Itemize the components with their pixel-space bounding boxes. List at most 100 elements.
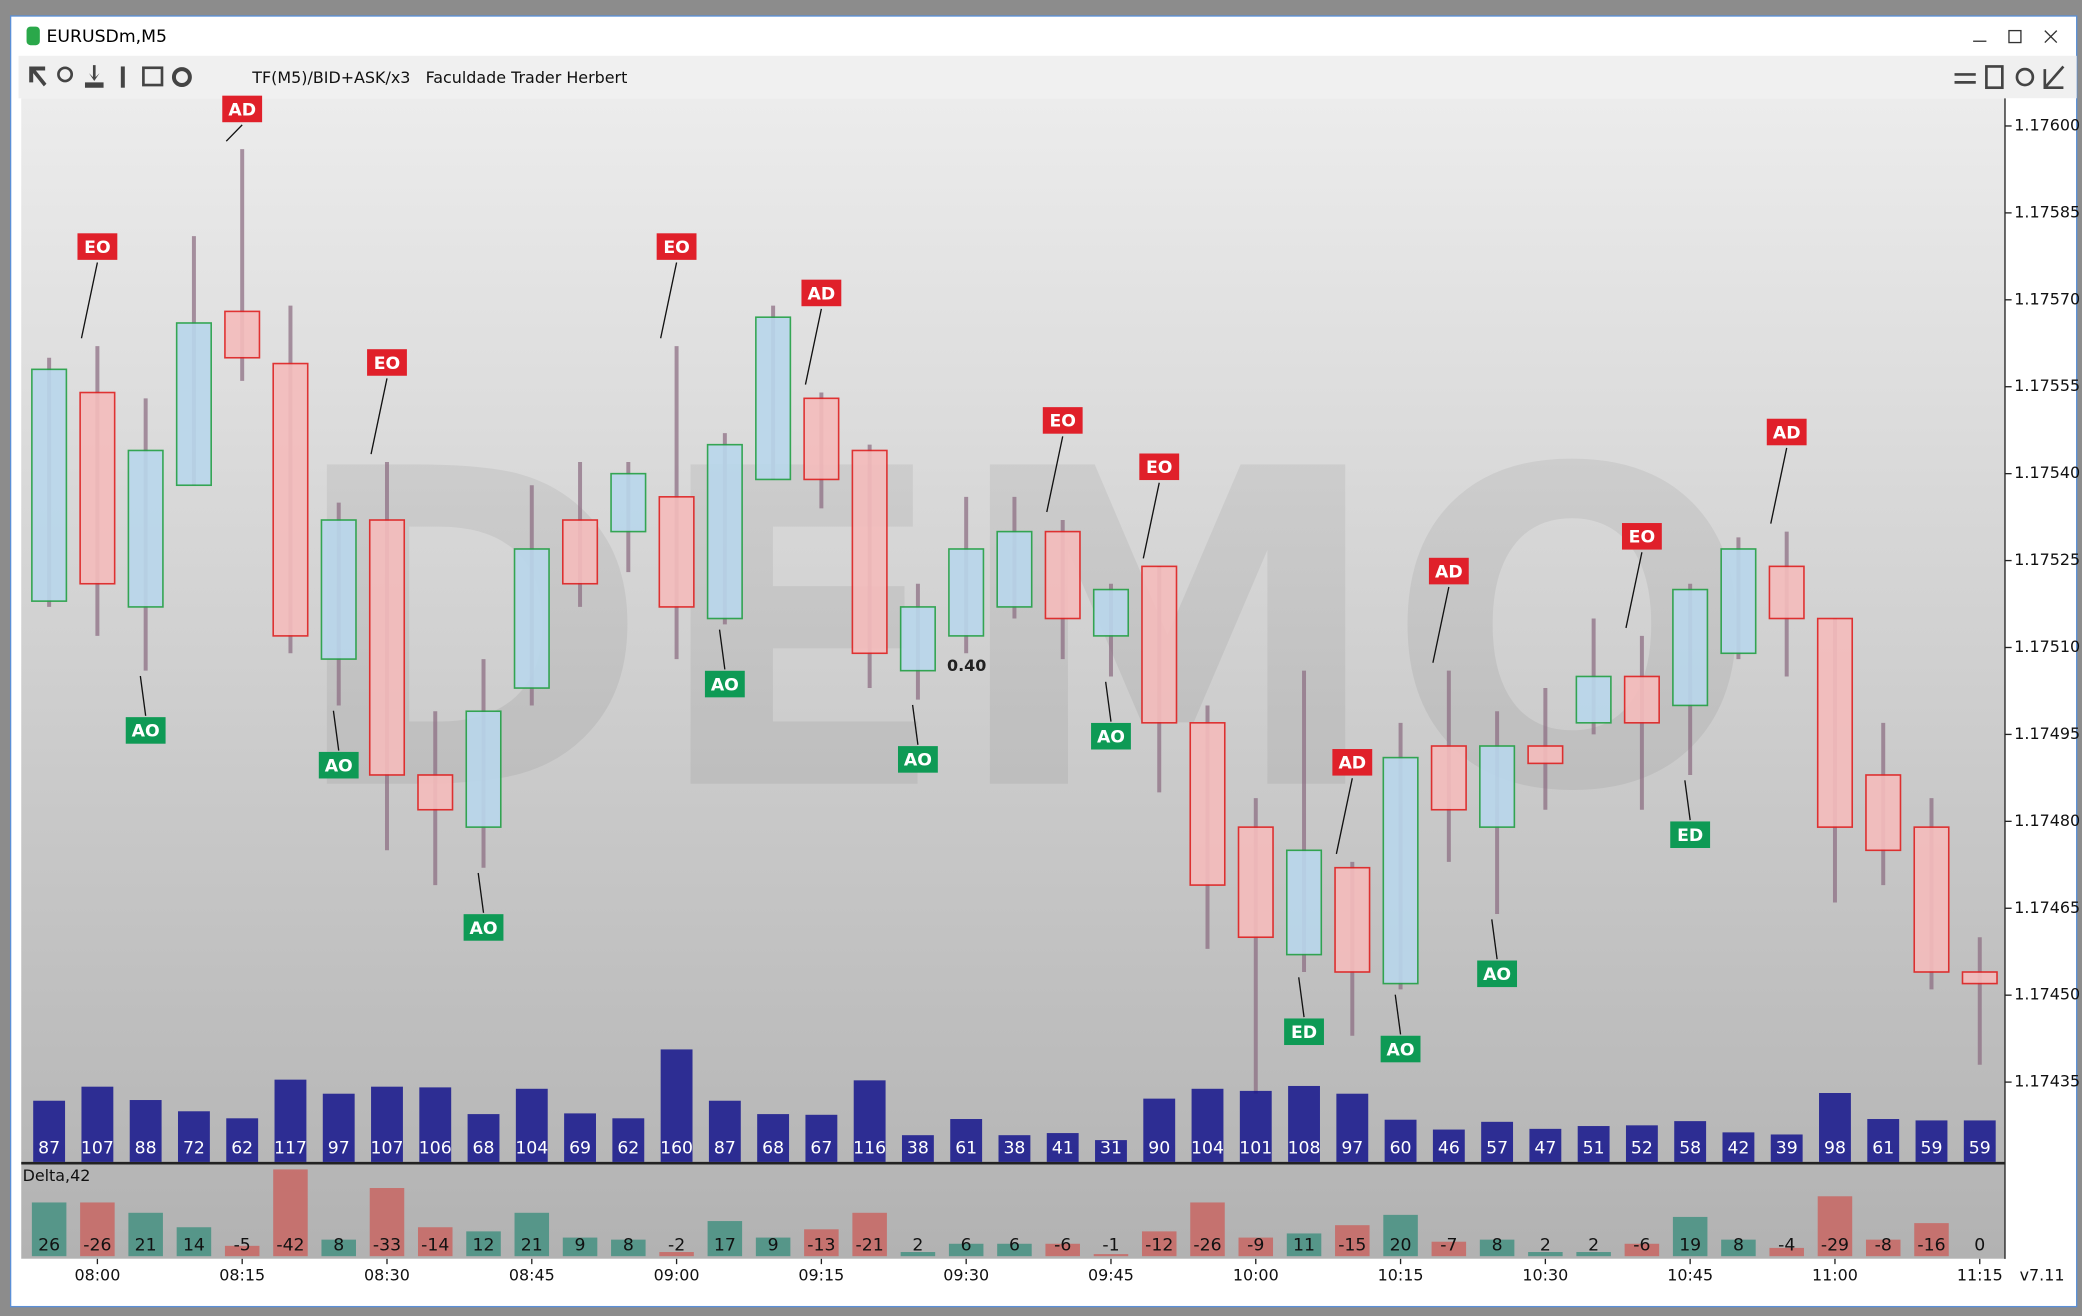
tool-download[interactable]	[84, 65, 104, 88]
volume-bar	[1529, 1128, 1562, 1162]
tool-template[interactable]	[142, 66, 164, 87]
delta-bar	[852, 1212, 887, 1257]
volume-bar	[1046, 1133, 1079, 1162]
y-tick-label: 1.17450	[2014, 985, 2080, 1004]
delta-label: 2	[1588, 1236, 1599, 1256]
app-icon	[26, 26, 40, 46]
tool-help[interactable]	[57, 66, 74, 83]
signal-badge	[222, 95, 263, 123]
signal-badge	[897, 746, 938, 773]
delta-label: 6	[1009, 1236, 1020, 1256]
delta-label: -1	[1102, 1236, 1119, 1256]
signal-label: AO	[470, 919, 498, 939]
delta-bar	[273, 1169, 308, 1257]
tool-refresh[interactable]	[2015, 67, 2035, 87]
volume-label: 97	[328, 1139, 350, 1159]
delta-label: -29	[1821, 1236, 1849, 1256]
volume-bar	[1143, 1098, 1176, 1162]
tool-cursor[interactable]	[29, 66, 47, 87]
delta-bar	[1624, 1243, 1660, 1257]
delta-bar	[1286, 1233, 1322, 1257]
signal-badge	[1091, 722, 1131, 750]
signal-label: AD	[1338, 754, 1366, 774]
tool-autoscale[interactable]	[1985, 65, 2004, 90]
signal-badge	[1766, 418, 1807, 446]
delta-label: -13	[807, 1236, 835, 1256]
volume-label: 90	[1148, 1139, 1170, 1159]
y-tick-label: 1.17570	[2014, 289, 2080, 308]
delta-bar	[707, 1221, 743, 1257]
signal-leader	[911, 704, 919, 745]
y-tick-label: 1.17465	[2014, 898, 2080, 917]
signal-label: EO	[1629, 528, 1655, 548]
volume-bar	[998, 1135, 1031, 1162]
volume-bar	[371, 1086, 403, 1162]
x-tick-label: 11:00	[1812, 1266, 1858, 1285]
volume-label: 104	[515, 1139, 548, 1159]
delta-bar	[1672, 1216, 1708, 1257]
signal-badge	[1284, 1018, 1324, 1046]
x-tick-label: 10:00	[1233, 1266, 1279, 1285]
volume-bar	[564, 1113, 596, 1162]
signal-badge	[1621, 523, 1662, 550]
y-tick-label: 1.17435	[2014, 1072, 2080, 1091]
delta-bar	[1335, 1225, 1370, 1257]
volume-label: 61	[1872, 1139, 1894, 1159]
y-tick-label: 1.17525	[2014, 550, 2080, 569]
delta-label: 8	[1733, 1236, 1744, 1256]
delta-label: 17	[714, 1236, 736, 1256]
x-tick-label: 09:00	[654, 1266, 700, 1285]
signal-badge	[77, 233, 118, 260]
x-tick-label: 10:15	[1378, 1266, 1424, 1285]
candle-body	[31, 368, 68, 602]
candle-body	[1672, 588, 1709, 707]
close-button[interactable]	[2044, 30, 2058, 44]
candle-body	[320, 519, 357, 660]
volume-label: 60	[1390, 1139, 1412, 1159]
delta-label: -21	[856, 1236, 884, 1256]
volume-bar	[177, 1111, 210, 1162]
delta-label: -14	[421, 1236, 449, 1256]
delta-bar	[659, 1252, 694, 1257]
signal-label: AO	[1387, 1040, 1415, 1060]
signal-leader	[1684, 780, 1691, 821]
x-tick-label: 10:30	[1522, 1266, 1568, 1285]
delta-bar	[417, 1227, 453, 1257]
tool-scale[interactable]	[2043, 65, 2065, 90]
delta-label: 12	[473, 1236, 495, 1256]
delta-label: -4	[1778, 1236, 1795, 1256]
delta-label: 14	[183, 1236, 205, 1256]
signal-badge	[125, 717, 166, 744]
tool-sync[interactable]	[1954, 73, 1976, 84]
volume-bar	[1915, 1120, 1948, 1162]
signal-leader	[332, 710, 340, 751]
delta-label: 6	[961, 1236, 972, 1256]
signal-label: EO	[1049, 412, 1075, 432]
delta-label: 21	[135, 1236, 157, 1256]
x-tick-label: 08:30	[364, 1266, 410, 1285]
volume-label: 69	[569, 1139, 591, 1159]
signal-label: EO	[374, 354, 400, 374]
candle-body	[465, 710, 502, 828]
delta-bar	[997, 1243, 1032, 1257]
delta-bar	[1479, 1239, 1515, 1257]
maximize-button[interactable]	[2008, 29, 2022, 44]
delta-bar	[1721, 1239, 1756, 1257]
delta-bar	[1576, 1252, 1611, 1257]
delta-label: -6	[1633, 1236, 1650, 1256]
delta-bar	[466, 1231, 501, 1257]
candle-body	[1430, 745, 1467, 811]
delta-bar	[176, 1227, 212, 1257]
watermark: DEMO	[287, 378, 1759, 888]
delta-label: 8	[623, 1236, 634, 1256]
tool-info[interactable]	[120, 66, 125, 88]
delta-label: -8	[1875, 1236, 1892, 1256]
tool-settings[interactable]	[171, 67, 192, 88]
volume-label: 67	[810, 1139, 832, 1159]
volume-bar	[274, 1079, 307, 1162]
delta-bar	[562, 1237, 598, 1257]
signal-label: AO	[1097, 728, 1125, 748]
volume-label: 57	[1486, 1139, 1508, 1159]
toolbar-icons	[29, 65, 2065, 90]
volume-bar	[33, 1100, 66, 1162]
